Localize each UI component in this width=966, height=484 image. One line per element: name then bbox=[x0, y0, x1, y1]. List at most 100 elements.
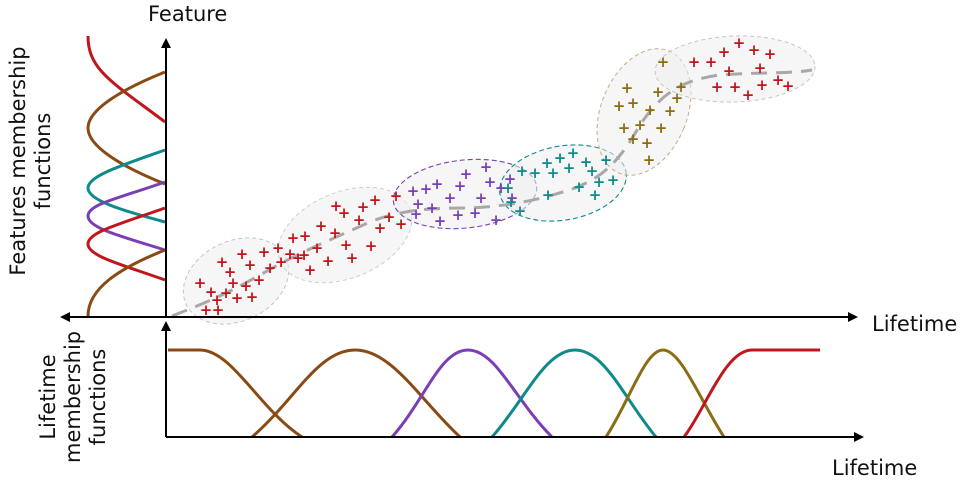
marker-cluster-4-10: + bbox=[573, 178, 586, 196]
marker-cluster-4-4: + bbox=[541, 154, 554, 172]
marker-cluster-5-9: + bbox=[641, 134, 654, 152]
marker-cluster-5-10: + bbox=[643, 151, 656, 169]
trend-line bbox=[171, 68, 813, 318]
marker-cluster-2-10: + bbox=[374, 219, 387, 237]
lifetime-membership-line-3: functions bbox=[86, 348, 110, 446]
marker-cluster-5-13: + bbox=[671, 89, 684, 107]
marker-cluster-4-0: + bbox=[502, 179, 515, 197]
marker-cluster-4-16: + bbox=[547, 164, 560, 182]
marker-cluster-3-13: + bbox=[506, 189, 519, 207]
lifetime-mf-brown-1 bbox=[168, 348, 303, 439]
marker-cluster-6-1: + bbox=[705, 53, 718, 71]
marker-cluster-5-11: + bbox=[664, 102, 677, 120]
marker-cluster-1-10: + bbox=[264, 259, 277, 277]
marker-cluster-5-14: + bbox=[652, 83, 665, 101]
marker-cluster-2-19: + bbox=[298, 246, 311, 264]
features-membership-line-1: Features membership bbox=[6, 46, 30, 276]
marker-cluster-3-17: + bbox=[410, 205, 423, 223]
marker-cluster-5-2: + bbox=[627, 94, 640, 112]
marker-cluster-1-6: + bbox=[236, 245, 249, 263]
marker-cluster-2-7: + bbox=[353, 211, 366, 229]
marker-cluster-3-0: + bbox=[407, 182, 420, 200]
marker-cluster-4-1: + bbox=[505, 193, 518, 211]
marker-cluster-1-12: + bbox=[275, 253, 288, 271]
marker-cluster-2-5: + bbox=[338, 204, 351, 222]
marker-cluster-4-15: + bbox=[607, 171, 620, 189]
marker-cluster-4-5: + bbox=[542, 186, 555, 204]
marker-cluster-6-13: + bbox=[754, 59, 767, 77]
marker-cluster-6-10: + bbox=[772, 71, 785, 89]
lifetime-mf-teal bbox=[490, 348, 658, 438]
marker-cluster-2-1: + bbox=[299, 227, 312, 245]
marker-cluster-3-7: + bbox=[469, 204, 482, 222]
lifetime-mf-red bbox=[682, 348, 820, 438]
marker-cluster-5-6: + bbox=[657, 53, 670, 71]
feature-axis-label: Feature bbox=[148, 2, 228, 26]
axes bbox=[60, 38, 864, 442]
marker-cluster-6-2: + bbox=[718, 43, 731, 61]
marker-cluster-1-8: + bbox=[253, 271, 266, 289]
lifetime-membership-line-1: Lifetime bbox=[36, 354, 60, 440]
marker-cluster-1-15: + bbox=[231, 289, 244, 307]
marker-cluster-6-6: + bbox=[711, 78, 724, 96]
marker-cluster-5-1: + bbox=[613, 97, 626, 115]
marker-cluster-6-8: + bbox=[742, 86, 755, 104]
marker-cluster-2-18: + bbox=[330, 197, 343, 215]
marker-cluster-4-8: + bbox=[567, 144, 580, 162]
marker-cluster-3-8: + bbox=[475, 189, 488, 207]
marker-cluster-3-18: + bbox=[480, 158, 493, 176]
marker-cluster-5-8: + bbox=[627, 130, 640, 148]
marker-cluster-3-10: + bbox=[490, 211, 503, 229]
marker-cluster-2-3: + bbox=[315, 217, 328, 235]
marker-cluster-1-0: + bbox=[194, 274, 207, 292]
marker-cluster-6-11: + bbox=[782, 77, 795, 95]
marker-cluster-4-17: + bbox=[514, 202, 527, 220]
lifetime-mf-purple bbox=[390, 348, 554, 439]
features-membership-functions-label: Features membership functions bbox=[6, 36, 60, 286]
marker-cluster-6-12: + bbox=[723, 62, 736, 80]
marker-cluster-1-19: + bbox=[240, 277, 253, 295]
marker-cluster-3-12: + bbox=[504, 170, 517, 188]
marker-cluster-2-11: + bbox=[369, 191, 382, 209]
marker-cluster-6-7: + bbox=[729, 78, 742, 96]
marker-cluster-3-11: + bbox=[495, 179, 508, 197]
marker-cluster-3-5: + bbox=[454, 177, 467, 195]
marker-cluster-1-11: + bbox=[272, 239, 285, 257]
cluster-6-ellipse bbox=[654, 35, 816, 103]
marker-cluster-2-2: + bbox=[311, 239, 324, 257]
features-membership-line-2: functions bbox=[31, 112, 55, 210]
cluster-ellipses bbox=[182, 35, 816, 325]
marker-cluster-4-6: + bbox=[554, 149, 567, 167]
marker-cluster-4-11: + bbox=[586, 162, 599, 180]
marker-cluster-1-7: + bbox=[244, 256, 257, 274]
marker-cluster-3-3: + bbox=[426, 199, 439, 217]
feature-mf-brown-2 bbox=[86, 248, 166, 317]
marker-cluster-2-16: + bbox=[322, 252, 335, 270]
marker-cluster-6-5: + bbox=[764, 45, 777, 63]
marker-cluster-4-12: + bbox=[593, 173, 606, 191]
lifetime-mf-brown-2 bbox=[251, 348, 462, 439]
marker-cluster-5-12: + bbox=[675, 78, 688, 96]
marker-cluster-2-13: + bbox=[390, 187, 403, 205]
lifetime-membership-functions-label: Lifetime membership functions bbox=[36, 331, 116, 463]
marker-cluster-6-4: + bbox=[748, 41, 761, 59]
marker-cluster-3-2: + bbox=[431, 175, 444, 193]
marker-cluster-2-4: + bbox=[329, 224, 342, 242]
marker-cluster-3-9: + bbox=[484, 173, 497, 191]
lifetime-axis-label-bottom: Lifetime bbox=[832, 456, 918, 480]
marker-cluster-1-5: + bbox=[227, 274, 240, 292]
marker-cluster-5-3: + bbox=[618, 119, 631, 137]
marker-cluster-1-1: + bbox=[205, 283, 218, 301]
marker-cluster-1-14: + bbox=[246, 288, 259, 306]
marker-cluster-2-0: + bbox=[287, 229, 300, 247]
marker-cluster-1-16: + bbox=[212, 301, 225, 319]
feature-membership-curves bbox=[86, 35, 166, 317]
marker-cluster-5-7: + bbox=[655, 119, 668, 137]
marker-cluster-3-4: + bbox=[444, 189, 457, 207]
marker-cluster-2-15: + bbox=[304, 261, 317, 279]
marker-cluster-2-9: + bbox=[365, 237, 378, 255]
marker-cluster-1-3: + bbox=[224, 263, 237, 281]
marker-cluster-1-4: + bbox=[211, 291, 224, 309]
marker-cluster-3-6: + bbox=[460, 165, 473, 183]
